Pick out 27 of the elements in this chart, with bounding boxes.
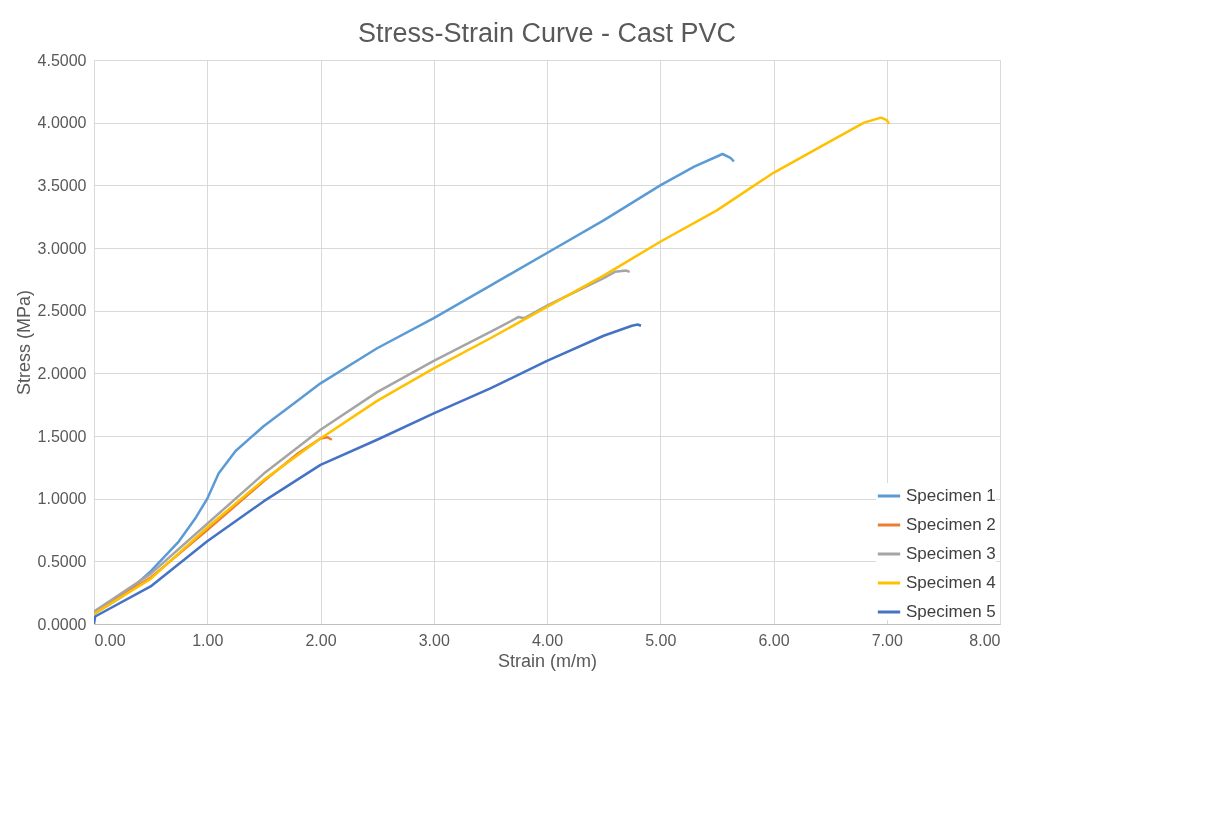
y-tick-label: 1.5000 xyxy=(37,427,87,445)
legend-label: Specimen 5 xyxy=(906,602,996,621)
y-tick-label: 0.0000 xyxy=(37,615,87,633)
x-axis-title: Strain (m/m) xyxy=(498,650,597,671)
y-tick-label: 0.5000 xyxy=(37,552,87,570)
chart-title: Stress-Strain Curve - Cast PVC xyxy=(357,18,737,48)
legend-label: Specimen 1 xyxy=(906,486,996,505)
x-tick-label: 7.00 xyxy=(871,631,903,649)
y-axis-title: Stress (MPa) xyxy=(13,289,34,396)
legend-label: Specimen 4 xyxy=(906,573,996,592)
y-tick-label: 2.0000 xyxy=(37,364,87,382)
x-tick-label: 5.00 xyxy=(645,631,677,649)
x-tick-label: 6.00 xyxy=(758,631,790,649)
x-tick-label: 3.00 xyxy=(418,631,450,649)
y-tick-label: 1.0000 xyxy=(37,490,87,508)
x-tick-label: 8.00 xyxy=(969,631,1001,649)
y-tick-label: 3.5000 xyxy=(37,176,87,194)
x-tick-label: 1.00 xyxy=(192,631,224,649)
x-tick-label: 0.00 xyxy=(94,631,126,649)
x-tick-label: 2.00 xyxy=(305,631,337,649)
y-tick-label: 3.0000 xyxy=(37,239,87,257)
y-tick-label: 2.5000 xyxy=(37,302,87,320)
y-tick-label: 4.0000 xyxy=(37,114,87,132)
x-tick-label: 4.00 xyxy=(531,631,564,649)
legend-label: Specimen 2 xyxy=(906,515,996,534)
y-tick-label: 4.5000 xyxy=(37,51,87,69)
legend-label: Specimen 3 xyxy=(906,544,996,563)
